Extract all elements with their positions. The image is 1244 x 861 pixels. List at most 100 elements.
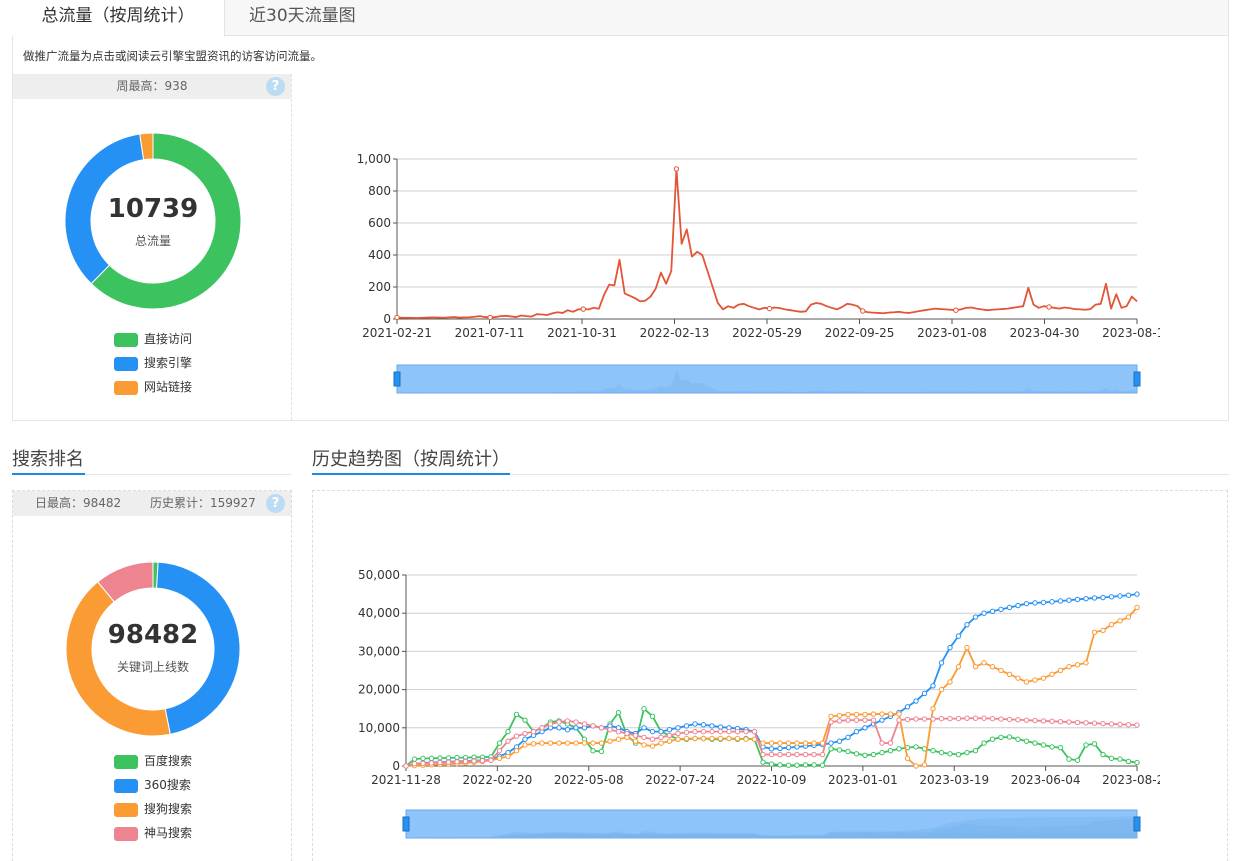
tab-weekly-traffic[interactable]: 总流量（按周统计）: [12, 0, 225, 37]
data-point: [505, 728, 511, 735]
legend-baidu[interactable]: 百度搜索: [114, 749, 192, 773]
y-tick-label: 20,000: [358, 683, 400, 697]
data-point: [964, 621, 970, 628]
data-point: [819, 762, 826, 768]
data-point: [1108, 721, 1115, 727]
data-point: [896, 746, 902, 752]
data-point: [573, 740, 579, 746]
data-point: [794, 751, 800, 758]
data-point: [437, 759, 443, 766]
data-point: [1057, 598, 1064, 604]
data-point: [904, 716, 911, 723]
weekly-max-box: 周最高：938: [13, 74, 291, 99]
data-point: [700, 722, 707, 728]
data-point: [870, 717, 877, 723]
data-point: [539, 725, 545, 731]
data-point: [1100, 720, 1106, 727]
data-point: [853, 711, 860, 718]
data-point: [836, 747, 843, 753]
data-point: [879, 740, 885, 746]
data-point: [930, 683, 936, 689]
donut-slice: [156, 561, 241, 735]
data-point: [1032, 600, 1038, 606]
data-point: [1049, 599, 1055, 605]
data-point: [853, 728, 860, 735]
legend-direct[interactable]: 直接访问: [114, 327, 192, 351]
data-point: [692, 735, 698, 742]
legend-swatch: [114, 380, 138, 395]
legend-swatch: [114, 778, 138, 793]
data-point: [972, 614, 979, 620]
y-tick-label: 0: [383, 312, 391, 326]
data-point: [734, 735, 741, 742]
search-total-label: 关键词上线数: [116, 660, 189, 674]
legend-swatch: [114, 332, 138, 347]
data-point: [726, 728, 732, 735]
data-point: [1083, 660, 1089, 666]
data-point: [1040, 742, 1047, 748]
legend-website-link[interactable]: 网站链接: [114, 375, 192, 399]
data-point: [1046, 304, 1052, 310]
tab-bar: 总流量（按周统计） 近30天流量图: [12, 0, 1229, 37]
data-point: [411, 761, 418, 767]
data-point: [1040, 675, 1047, 681]
data-point: [828, 740, 834, 746]
search-rank-title: 搜索排名: [12, 449, 84, 470]
y-tick-label: 800: [368, 184, 391, 198]
data-point: [556, 719, 562, 725]
x-tick-label: 2023-06-04: [1011, 773, 1081, 787]
data-point: [598, 725, 605, 731]
data-point: [879, 717, 885, 723]
data-point: [768, 740, 775, 746]
x-tick-label: 2021-11-28: [371, 773, 441, 787]
data-point: [1091, 629, 1098, 636]
data-point: [785, 762, 792, 768]
data-point: [819, 740, 826, 746]
data-point: [471, 758, 477, 764]
x-tick-label: 2023-03-19: [919, 773, 989, 787]
help-icon[interactable]: ?: [266, 494, 285, 513]
y-tick-label: 200: [368, 280, 391, 294]
data-point: [1057, 744, 1064, 751]
data-point: [1091, 741, 1098, 747]
data-point: [964, 715, 970, 721]
legend-sogou[interactable]: 搜狗搜索: [114, 797, 192, 821]
data-point: [828, 713, 834, 720]
legend-shenma[interactable]: 神马搜索: [114, 821, 192, 845]
data-point: [709, 728, 715, 735]
data-point: [1125, 722, 1132, 728]
data-point: [777, 751, 783, 758]
data-point: [860, 308, 866, 314]
data-point: [607, 727, 613, 733]
zoom-handle: [1133, 371, 1141, 387]
data-point: [760, 740, 766, 746]
data-point: [641, 706, 647, 712]
data-point: [1066, 597, 1072, 603]
legend-360[interactable]: 360搜索: [114, 773, 192, 797]
legend-label: 百度搜索: [144, 754, 193, 768]
data-point: [1100, 751, 1106, 758]
data-point: [904, 755, 911, 762]
data-point: [658, 734, 664, 741]
data-point: [1015, 675, 1021, 681]
legend-search-engine[interactable]: 搜索引擎: [114, 351, 192, 375]
data-point: [1066, 663, 1072, 670]
tab-30-day-traffic[interactable]: 近30天流量图: [249, 6, 356, 26]
traffic-total: 10739: [107, 194, 199, 224]
data-point: [1091, 720, 1098, 726]
help-icon[interactable]: ?: [266, 77, 285, 96]
data-point: [1032, 717, 1038, 724]
data-point: [564, 740, 571, 746]
data-point: [607, 738, 613, 744]
trend-panel: [312, 490, 1228, 861]
data-point: [462, 758, 469, 765]
data-point: [598, 748, 605, 755]
data-point: [972, 663, 979, 670]
data-point: [717, 735, 724, 742]
data-point: [947, 679, 953, 685]
data-point: [1006, 671, 1013, 678]
data-point: [496, 748, 503, 754]
data-point: [828, 746, 834, 752]
data-point: [964, 644, 970, 651]
legend-swatch: [114, 802, 138, 817]
